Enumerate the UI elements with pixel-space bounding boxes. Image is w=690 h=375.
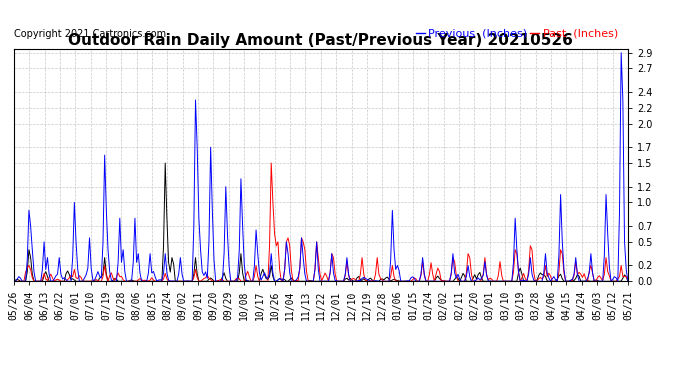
Title: Outdoor Rain Daily Amount (Past/Previous Year) 20210526: Outdoor Rain Daily Amount (Past/Previous… bbox=[68, 33, 573, 48]
Text: Copyright 2021 Cartronics.com: Copyright 2021 Cartronics.com bbox=[14, 30, 166, 39]
Legend: Previous  (Inches), Past  (Inches): Previous (Inches), Past (Inches) bbox=[411, 24, 622, 43]
